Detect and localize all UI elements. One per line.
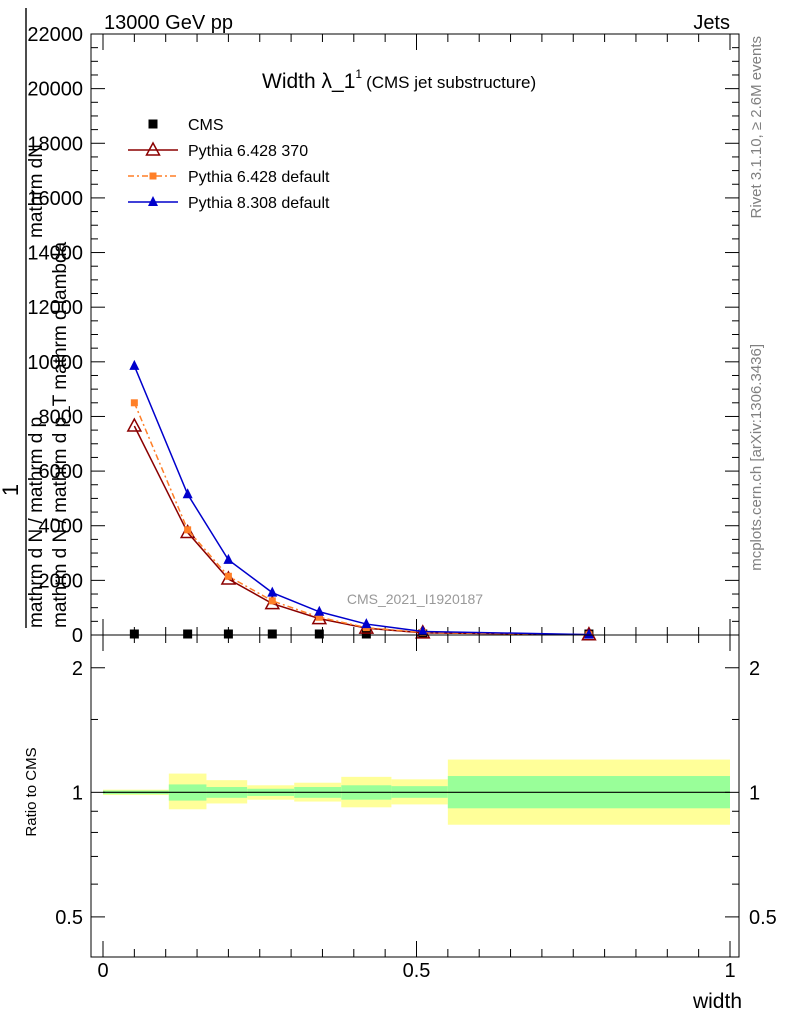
y-tick-label: 0	[72, 625, 83, 647]
series-3	[129, 359, 594, 639]
x-tick-label: 1	[724, 960, 735, 982]
data-point	[184, 526, 192, 534]
data-point	[130, 399, 138, 407]
ratio-bands	[103, 759, 730, 825]
legend-entry: Pythia 6.428 default	[128, 169, 330, 186]
legend-entry: Pythia 6.428 370	[128, 141, 308, 160]
y-tick-label: 4000	[39, 516, 84, 538]
ratio-y-axis-label: Ratio to CMS	[23, 747, 40, 836]
y-label-denominator-1: mathrm d N / mathrm d p	[26, 417, 47, 628]
data-point	[417, 625, 428, 636]
y-label-denominator-3: mathrm dN	[26, 144, 47, 238]
y-tick-label: 10000	[27, 352, 83, 374]
y-tick-label: 16000	[27, 188, 83, 210]
legend-label: Pythia 6.428 default	[188, 169, 330, 186]
data-point	[129, 359, 140, 370]
data-point	[267, 586, 278, 597]
legend-marker	[148, 119, 158, 129]
data-point	[183, 629, 193, 639]
ratio-y-tick-label: 2	[72, 658, 83, 680]
ratio-y-tick-label-right: 2	[749, 658, 760, 680]
legend-marker	[149, 172, 157, 180]
series-line	[133, 402, 589, 636]
data-point	[314, 605, 325, 616]
series-line	[133, 365, 589, 636]
data-point	[224, 572, 232, 580]
main-y-axis: 0 2000 4000 6000 8000 10000 12000 14000 16000 180…	[27, 24, 739, 647]
data-point	[223, 629, 233, 639]
data-point	[267, 629, 277, 639]
y-tick-label: 22000	[27, 24, 83, 46]
y-tick-label: 8000	[39, 406, 84, 428]
mcplots-source-label: mcplots.cern.ch [arXiv:1306.3436]	[748, 344, 765, 571]
rivet-version-label: Rivet 3.1.10, ≥ 2.6M events	[748, 36, 765, 219]
ratio-y-tick-label: 1	[72, 782, 83, 804]
legend-label: CMS	[188, 117, 224, 134]
series-layer	[126, 359, 597, 641]
main-x-ticks	[102, 34, 731, 635]
x-tick-label: 0	[97, 960, 108, 982]
plot-title: Width λ_11 (CMS jet substructure)	[262, 67, 536, 93]
legend-marker	[145, 141, 161, 156]
ratio-y-tick-label-right: 0.5	[749, 907, 777, 929]
ratio-x-axis: 0 0.5 1	[97, 635, 736, 982]
data-point	[126, 417, 143, 432]
legend-entry: CMS	[148, 117, 224, 134]
data-point	[268, 597, 276, 605]
y-label-denominator-2: mathrm d N / mathrm d p_T mathrm d lambd…	[50, 241, 71, 628]
data-point	[223, 553, 234, 564]
data-point	[361, 629, 371, 639]
y-tick-label: 20000	[27, 79, 83, 101]
data-point	[314, 629, 324, 639]
data-point	[182, 488, 193, 499]
y-label-numerator: 1	[0, 484, 23, 496]
data-point	[583, 628, 594, 639]
legend-label: Pythia 6.428 370	[188, 143, 308, 160]
y-tick-label: 14000	[27, 243, 83, 265]
legend-entry: Pythia 8.308 default	[128, 195, 330, 212]
y-tick-label: 12000	[27, 297, 83, 319]
header-category-label: Jets	[693, 12, 730, 34]
x-axis-label: width	[692, 990, 742, 1013]
y-tick-label: 2000	[39, 570, 84, 592]
legend-label: Pythia 8.308 default	[188, 195, 330, 212]
header-beam-label: 13000 GeV pp	[104, 12, 233, 34]
analysis-watermark: CMS_2021_I1920187	[347, 591, 483, 607]
legend-marker	[148, 196, 158, 206]
y-tick-label: 6000	[39, 461, 84, 483]
data-point	[129, 629, 139, 639]
ratio-y-tick-label: 0.5	[55, 907, 83, 929]
main-y-axis-label: 1 mathrm d N / mathrm d p mathrm d N / m…	[0, 8, 71, 628]
ratio-y-tick-label-right: 1	[749, 782, 760, 804]
ratio-y-axis: 0.5 0.5 1 1 2 2	[55, 658, 777, 929]
x-tick-label: 0.5	[403, 960, 431, 982]
y-tick-label: 18000	[27, 133, 83, 155]
data-point	[315, 613, 323, 621]
data-point	[361, 618, 372, 629]
ratio-plot-frame	[90, 634, 740, 958]
legend: CMS Pythia 6.428 370 Pythia 6.428 default P…	[128, 117, 330, 212]
